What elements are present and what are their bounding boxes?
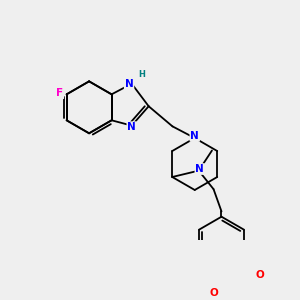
Text: N: N <box>127 122 136 132</box>
Text: F: F <box>56 88 63 98</box>
Text: N: N <box>125 79 134 89</box>
Text: N: N <box>195 164 204 174</box>
Text: O: O <box>256 270 264 280</box>
Text: H: H <box>138 70 145 79</box>
Text: O: O <box>209 288 218 298</box>
Text: N: N <box>190 131 199 141</box>
